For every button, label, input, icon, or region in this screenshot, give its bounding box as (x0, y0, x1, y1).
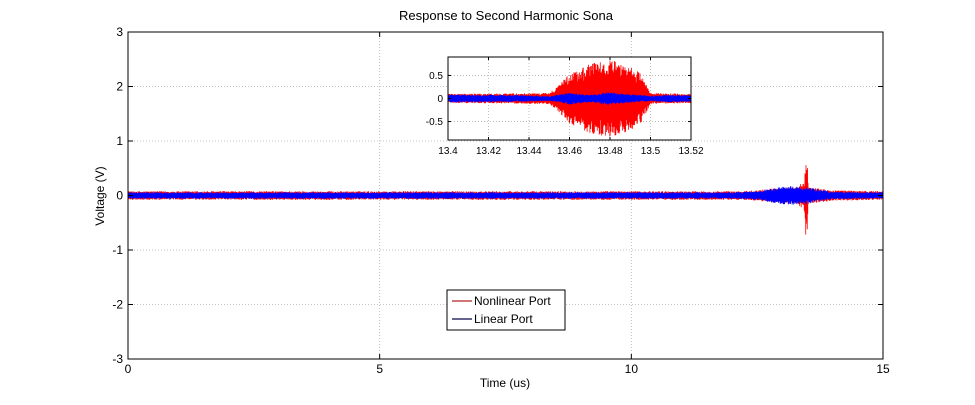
x-tick-label: 10 (625, 362, 639, 376)
y-tick-label: -0.5 (426, 117, 444, 128)
y-axis-label: Voltage (V) (93, 166, 107, 225)
x-tick-label: 5 (376, 362, 383, 376)
y-tick-label: 1 (116, 134, 123, 148)
x-axis-label: Time (us) (480, 376, 530, 390)
series-line-nonlinear (127, 165, 884, 235)
y-tick-label: 3 (116, 25, 123, 39)
x-tick-label: 15 (876, 362, 890, 376)
x-tick-label: 13.46 (557, 146, 582, 157)
main-series (127, 165, 884, 235)
inset-series (447, 61, 692, 137)
x-tick-label: 13.4 (438, 146, 458, 157)
chart-title: Response to Second Harmonic Sona (399, 8, 614, 23)
y-tick-label: -2 (112, 298, 123, 312)
y-tick-label: 0.5 (429, 71, 443, 82)
y-tick-label: 2 (116, 80, 123, 94)
x-tick-label: 13.48 (597, 146, 622, 157)
x-tick-label: 13.5 (641, 146, 661, 157)
inset-ticks: 13.4 13.42 13.44 13.46 13.48 13.5 13.52 -0.5 0 0.… (426, 57, 704, 157)
y-tick-label: 0 (437, 94, 443, 105)
y-tick-label: 0 (116, 189, 123, 203)
legend-label-linear: Linear Port (474, 312, 533, 326)
series-line-nonlinear (447, 61, 692, 137)
x-tick-label: 13.42 (476, 146, 501, 157)
x-tick-label: 13.52 (678, 146, 703, 157)
y-tick-label: -3 (112, 352, 123, 366)
inset-axes: 13.4 13.42 13.44 13.46 13.48 13.5 13.52 -0.5 0 0.… (426, 56, 704, 157)
x-tick-label: 0 (125, 362, 132, 376)
y-tick-label: -1 (112, 243, 123, 257)
main-ticks: 0 5 10 15 -3 -2 -1 0 1 2 3 (112, 25, 890, 376)
legend-box (446, 289, 566, 331)
series-line-linear (127, 186, 884, 205)
x-tick-label: 13.44 (516, 146, 541, 157)
legend: Nonlinear Port Linear Port (446, 289, 566, 331)
legend-label-nonlinear: Nonlinear Port (474, 294, 551, 308)
series-line-linear (447, 92, 692, 105)
